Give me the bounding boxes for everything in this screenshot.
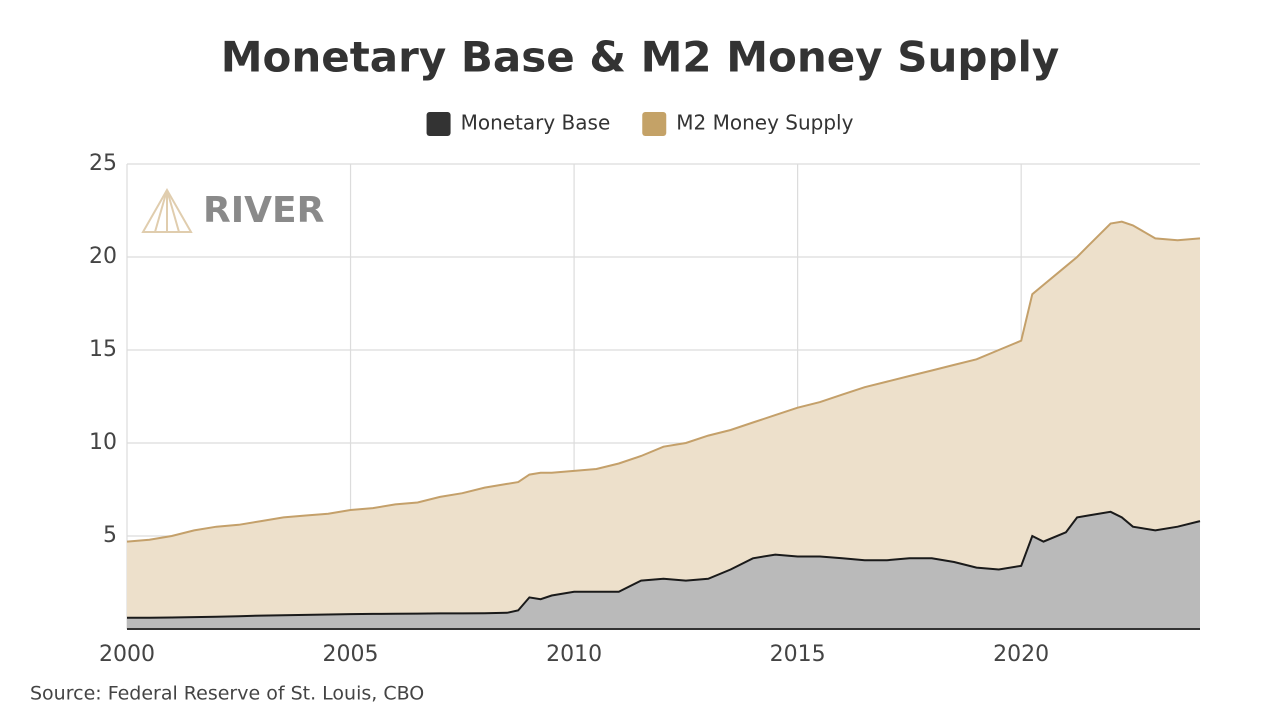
area-fill [127, 221, 1200, 629]
legend-label: M2 Money Supply [676, 111, 853, 135]
legend-swatch [642, 112, 667, 136]
x-tick-label: 2020 [993, 642, 1049, 667]
legend: Monetary Base M2 Money Supply [426, 111, 854, 136]
x-tick-label: 2010 [546, 642, 602, 667]
x-tick-label: 2015 [770, 642, 826, 667]
y-tick-label: 5 [103, 523, 117, 548]
y-tick-label: 15 [89, 337, 117, 362]
area-fill [127, 511, 1200, 629]
y-tick-label: 10 [89, 430, 117, 455]
watermark-logo [141, 187, 193, 233]
legend-label: Monetary Base [461, 111, 611, 135]
chart-title: Monetary Base & M2 Money Supply [221, 33, 1060, 82]
series-line [127, 510, 1201, 619]
series-line [126, 220, 1201, 543]
watermark: RIVER [203, 190, 324, 231]
legend-swatch [426, 112, 451, 136]
y-tick-label: 25 [89, 151, 117, 176]
x-tick-label: 2005 [323, 642, 379, 667]
x-tick-label: 2000 [99, 642, 155, 667]
source-note: Source: Federal Reserve of St. Louis, CB… [30, 683, 424, 705]
y-tick-label: 20 [89, 244, 117, 269]
plot-area [126, 163, 1201, 630]
